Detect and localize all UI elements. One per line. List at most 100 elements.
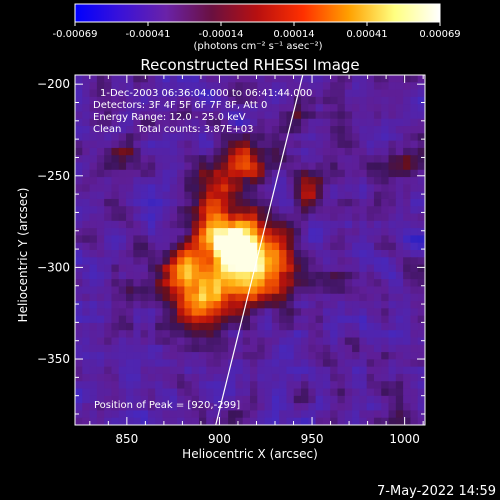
heatmap-cell: [111, 228, 120, 237]
heatmap-cell: [250, 250, 258, 258]
heatmap-cell: [337, 293, 346, 302]
info-line-time: 1-Dec-2003 06:36:04.000 to 06:41:44.000: [100, 88, 312, 99]
heatmap-cell: [162, 322, 171, 331]
heatmap-cell: [147, 147, 156, 156]
heatmap-cell: [140, 184, 149, 193]
heatmap-cell: [308, 308, 317, 317]
heatmap-cell: [337, 373, 346, 382]
heatmap-cell: [147, 89, 156, 98]
heatmap-cell: [308, 118, 317, 127]
heatmap-cell: [352, 104, 360, 113]
heatmap-cell: [410, 228, 419, 237]
heatmap-cell: [220, 162, 229, 171]
heatmap-cell: [191, 293, 200, 302]
heatmap-cell: [373, 315, 382, 324]
heatmap-cell: [228, 89, 237, 98]
heatmap-cell: [198, 381, 207, 390]
heatmap-cell: [147, 213, 156, 222]
heatmap-cell: [352, 388, 360, 397]
heatmap-cell: [104, 264, 113, 273]
heatmap-cell: [118, 228, 127, 237]
heatmap-cell: [162, 279, 171, 288]
heatmap-cell: [140, 337, 149, 346]
heatmap-cell: [279, 228, 288, 237]
heatmap-cell: [140, 206, 149, 215]
heatmap-cell: [395, 271, 404, 280]
heatmap-cell: [257, 388, 266, 397]
heatmap-cell: [133, 198, 142, 207]
heatmap-cell: [162, 177, 171, 185]
heatmap-cell: [403, 96, 412, 105]
heatmap-cell: [140, 104, 149, 113]
heatmap-cell: [220, 206, 229, 215]
heatmap-cell: [279, 184, 288, 193]
heatmap-cell: [330, 126, 339, 134]
heatmap-cell: [89, 388, 98, 397]
heatmap-cell: [198, 118, 207, 127]
heatmap-cell: [220, 82, 229, 91]
heatmap-cell: [242, 75, 251, 83]
heatmap-cell: [330, 373, 339, 382]
heatmap-cell: [388, 155, 397, 164]
heatmap-cell: [228, 381, 237, 390]
heatmap-cell: [417, 206, 425, 215]
heatmap-cell: [220, 388, 229, 397]
heatmap-cell: [395, 293, 404, 302]
heatmap-cell: [242, 140, 251, 149]
heatmap-cell: [286, 352, 295, 360]
heatmap-cell: [133, 381, 142, 390]
heatmap-cell: [198, 250, 207, 258]
heatmap-cell: [147, 366, 156, 375]
heatmap-cell: [279, 344, 288, 353]
heatmap-cell: [293, 395, 302, 404]
heatmap-cell: [286, 330, 295, 339]
heatmap-cell: [337, 395, 346, 404]
heatmap-cell: [228, 118, 237, 127]
heatmap-cell: [388, 301, 397, 309]
heatmap-cell: [191, 301, 200, 309]
heatmap-cell: [388, 220, 397, 229]
heatmap-cell: [264, 322, 273, 331]
heatmap-cell: [206, 96, 215, 105]
heatmap-cell: [381, 264, 390, 273]
heatmap-cell: [75, 206, 83, 215]
heatmap-cell: [242, 184, 251, 193]
heatmap-cell: [373, 271, 382, 280]
heatmap-cell: [373, 155, 382, 164]
heatmap-cell: [308, 198, 317, 207]
heatmap-cell: [410, 366, 419, 375]
heatmap-cell: [133, 140, 142, 149]
heatmap-cell: [111, 410, 120, 419]
heatmap-cell: [359, 89, 368, 98]
heatmap-cell: [410, 220, 419, 229]
heatmap-cell: [395, 198, 404, 207]
heatmap-cell: [133, 308, 142, 317]
heatmap-cell: [184, 206, 193, 215]
heatmap-cell: [184, 308, 193, 317]
heatmap-cell: [242, 264, 251, 273]
heatmap-cell: [250, 330, 258, 339]
heatmap-cell: [271, 147, 280, 156]
heatmap-cell: [250, 184, 258, 193]
heatmap-cell: [104, 271, 113, 280]
heatmap-cell: [140, 381, 149, 390]
heatmap-cell: [366, 162, 375, 171]
heatmap-cell: [366, 322, 375, 331]
heatmap-cell: [213, 75, 222, 83]
heatmap-cell: [403, 140, 412, 149]
heatmap-cell: [111, 75, 120, 83]
heatmap-cell: [147, 228, 156, 237]
heatmap-cell: [118, 344, 127, 353]
heatmap-cell: [184, 198, 193, 207]
heatmap-cell: [330, 395, 339, 404]
heatmap-cell: [373, 140, 382, 149]
heatmap-cell: [308, 264, 317, 273]
heatmap-cell: [308, 344, 317, 353]
heatmap-cell: [257, 322, 266, 331]
heatmap-cell: [206, 359, 215, 368]
heatmap-cell: [82, 177, 91, 185]
heatmap-cell: [133, 286, 142, 295]
heatmap-cell: [177, 220, 185, 229]
heatmap-cell: [126, 133, 134, 142]
heatmap-cell: [388, 111, 397, 120]
